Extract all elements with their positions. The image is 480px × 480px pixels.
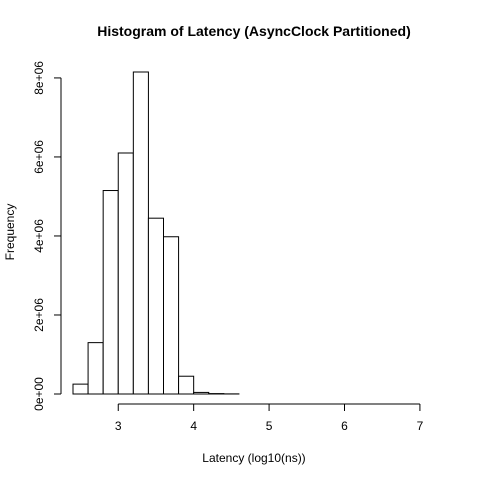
histogram-bar [164,237,179,394]
bars-group [73,72,239,394]
x-tick-label: 5 [266,419,273,433]
y-tick-label: 8e+06 [32,61,46,95]
histogram-bar [88,343,103,394]
histogram-bar [118,153,133,394]
chart-title: Histogram of Latency (AsyncClock Partiti… [97,23,411,39]
histogram-bar [103,191,118,394]
y-axis-label: Frequency [3,204,17,261]
x-tick-label: 6 [341,419,348,433]
y-tick-label: 4e+06 [32,219,46,253]
y-tick-label: 0e+00 [32,377,46,411]
y-axis: 0e+00 2e+06 4e+06 6e+06 8e+06 [32,61,61,411]
y-tick-label: 6e+06 [32,140,46,174]
histogram-bar [133,72,148,394]
y-tick-label: 2e+06 [32,298,46,332]
x-tick-label: 4 [190,419,197,433]
histogram-bar [148,218,163,394]
x-tick-label: 7 [417,419,424,433]
histogram-bar [73,384,88,394]
histogram-bar [179,376,194,394]
x-axis-label: Latency (log10(ns)) [202,451,305,465]
x-axis: 3 4 5 6 7 [115,404,424,433]
histogram-bar [194,392,209,394]
x-tick-label: 3 [115,419,122,433]
